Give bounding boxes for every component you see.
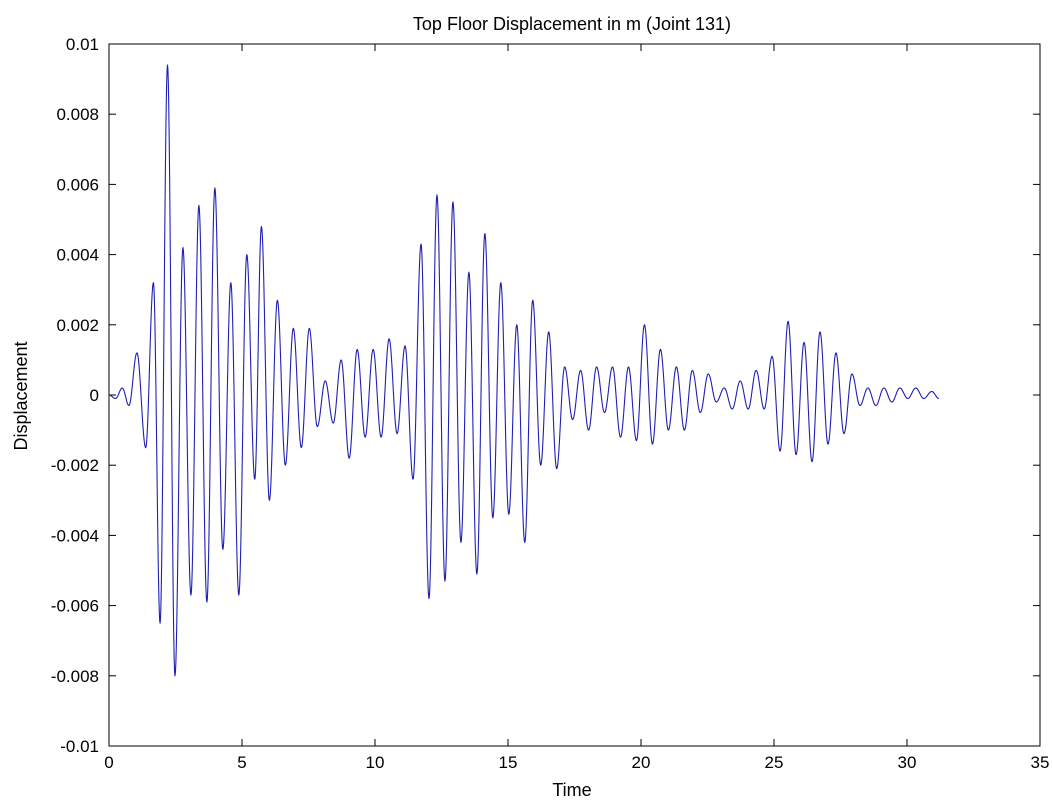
y-tick-label: 0.002	[56, 316, 99, 335]
y-tick-label: 0.004	[56, 246, 99, 265]
y-tick-label: 0.01	[66, 35, 99, 54]
y-tick-label: 0.006	[56, 175, 99, 194]
y-axis-title: Displacement	[11, 341, 31, 450]
x-tick-label: 5	[237, 753, 246, 772]
x-tick-label: 20	[632, 753, 651, 772]
chart-title: Top Floor Displacement in m (Joint 131)	[413, 14, 731, 34]
x-tick-label: 35	[1031, 753, 1050, 772]
y-tick-label: -0.006	[51, 597, 99, 616]
x-tick-label: 10	[366, 753, 385, 772]
y-tick-label: -0.004	[51, 526, 99, 545]
displacement-series-line	[108, 64, 940, 677]
axes-layer: 0 5 10 15 20 25 30 35 -0.01 -0.008 -0.006 -0.004 -0.…	[51, 35, 1050, 772]
x-tick-label: 0	[104, 753, 113, 772]
x-axis-title: Time	[552, 780, 591, 800]
x-tick-label: 30	[898, 753, 917, 772]
x-tick-label: 15	[499, 753, 518, 772]
y-tick-label: -0.01	[60, 737, 99, 756]
y-tick-label: -0.008	[51, 667, 99, 686]
y-tick-label: 0	[90, 386, 99, 405]
y-tick-label: -0.002	[51, 456, 99, 475]
x-tick-label: 25	[765, 753, 784, 772]
series-layer	[108, 64, 940, 677]
y-tick-label: 0.008	[56, 105, 99, 124]
